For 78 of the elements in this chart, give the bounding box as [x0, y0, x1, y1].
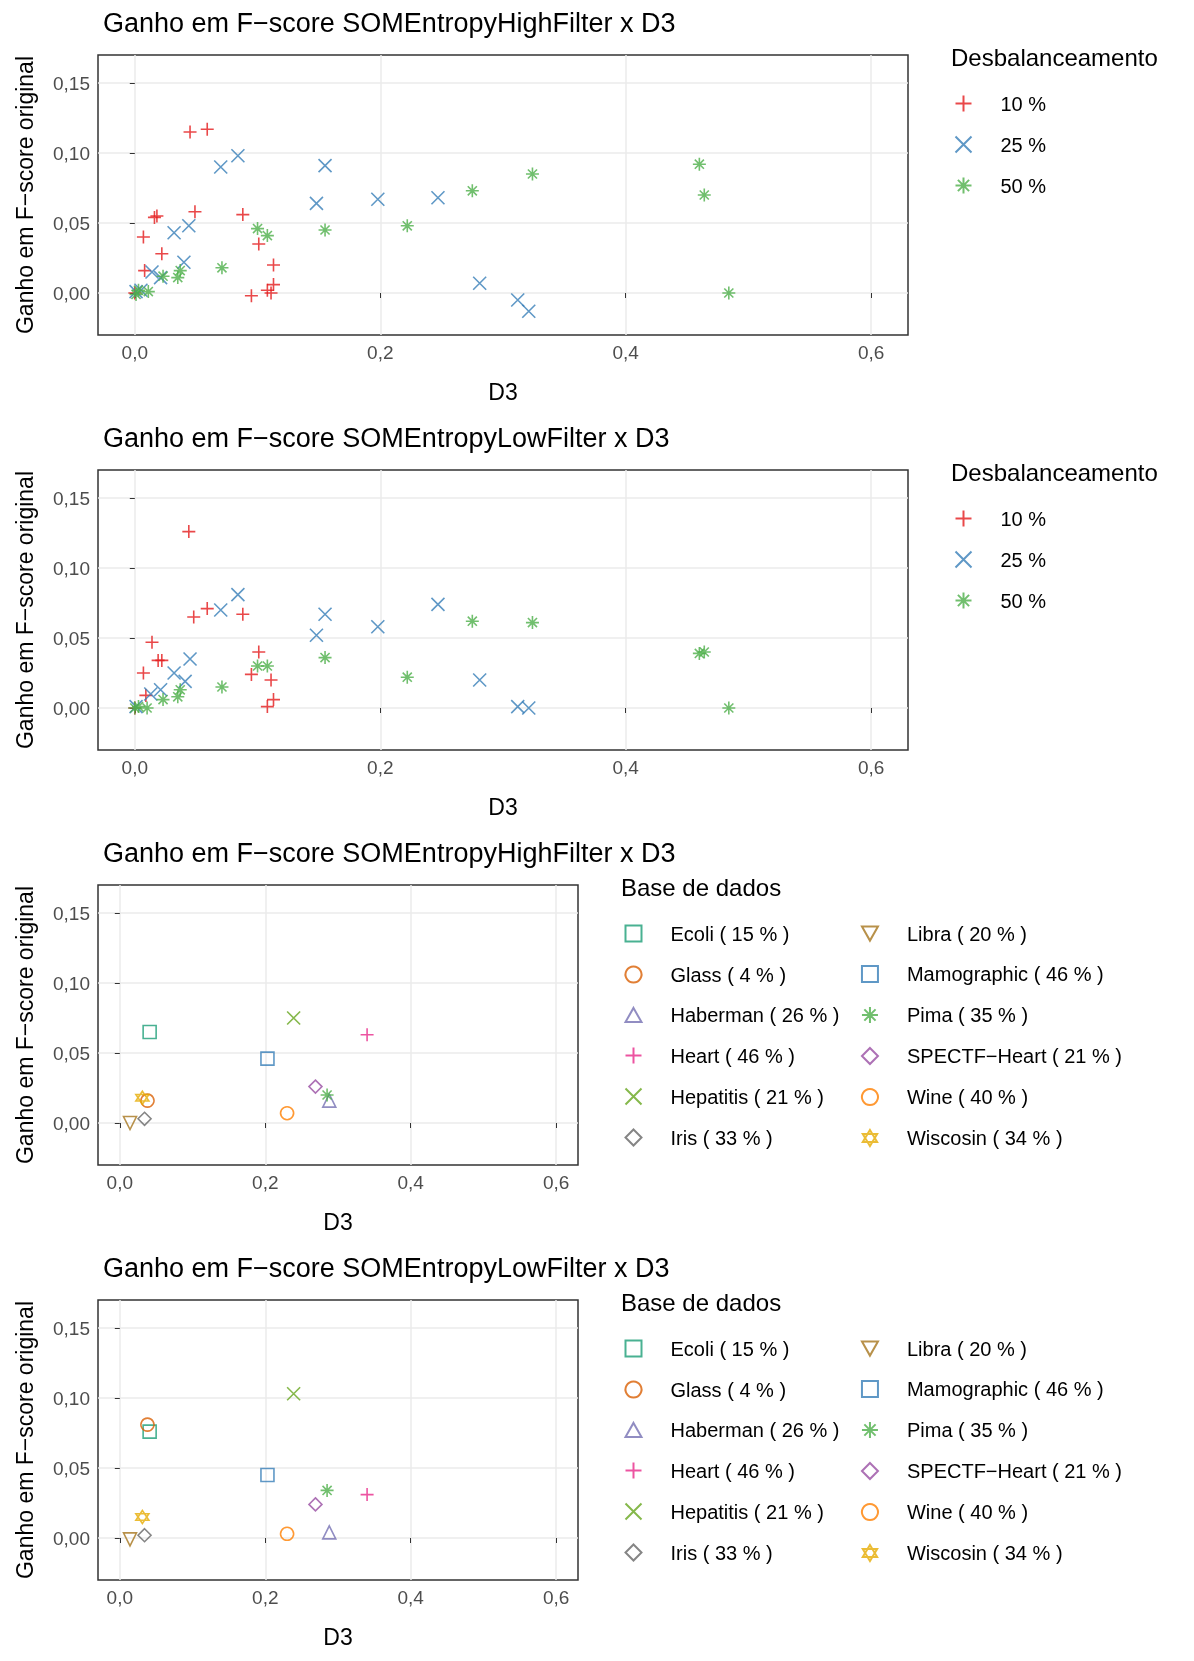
x-tick-label: 0,4	[612, 342, 640, 363]
y-tick-label: 0,05	[53, 1042, 90, 1064]
y-tick-label: 0,05	[53, 212, 90, 234]
x-tick-label: 0,4	[612, 757, 640, 778]
legend-label: Libra ( 20 % )	[906, 1337, 1028, 1360]
legend-title: Desbalanceamento	[951, 458, 1158, 486]
y-tick-label: 0,10	[53, 557, 90, 579]
legend-label: Libra ( 20 % )	[906, 922, 1028, 945]
x-tick-label: 0,6	[857, 342, 885, 363]
legend-label: Mamographic ( 46 % )	[906, 963, 1104, 985]
legend-label: 50 %	[1000, 174, 1047, 197]
x-tick-label: 0,2	[367, 757, 394, 778]
x-tick-label: 0,2	[252, 1172, 279, 1193]
legend-label: SPECTF−Heart ( 21 % )	[906, 1460, 1123, 1482]
legend-label: SPECTF−Heart ( 21 % )	[906, 1045, 1123, 1067]
legend-label: Pima ( 35 % )	[906, 1419, 1029, 1441]
chart-title: Ganho em F−score SOMEntropyLowFilter x D3	[103, 1252, 670, 1283]
y-tick-label: 0,10	[53, 142, 90, 164]
legend-label: Haberman ( 26 % )	[670, 1419, 840, 1441]
x-tick-label: 0,0	[106, 1587, 134, 1608]
legend-label: Mamographic ( 46 % )	[906, 1378, 1104, 1400]
x-axis-title: D3	[488, 378, 518, 405]
legend-label: Pima ( 35 % )	[906, 1004, 1029, 1026]
x-tick-label: 0,6	[542, 1172, 570, 1193]
y-tick-label: 0,00	[53, 1527, 90, 1549]
legend-label: Ecoli ( 15 % )	[670, 1337, 790, 1360]
legend-title: Desbalanceamento	[951, 43, 1158, 71]
y-tick-label: 0,05	[53, 627, 90, 649]
y-tick-label: 0,10	[53, 1387, 90, 1409]
legend-label: 10 %	[1000, 507, 1047, 530]
legend-label: Wiscosin ( 34 % )	[906, 1542, 1063, 1564]
legend-label: Iris ( 33 % )	[670, 1126, 773, 1149]
y-tick-label: 0,00	[53, 282, 90, 304]
x-tick-label: 0,2	[367, 342, 394, 363]
x-tick-label: 0,0	[121, 342, 149, 363]
legend-title: Base de dados	[621, 1288, 782, 1316]
legend-label: 25 %	[1000, 133, 1047, 156]
legend-label: 10 %	[1000, 92, 1047, 115]
legend-label: Heart ( 46 % )	[670, 1459, 795, 1482]
y-tick-label: 0,15	[53, 1317, 90, 1339]
y-axis-title: Ganho em F−score original	[11, 885, 38, 1165]
legend-label: Glass ( 4 % )	[670, 1378, 787, 1401]
x-axis-title: D3	[323, 1208, 353, 1235]
x-axis-title: D3	[488, 793, 518, 820]
chart-title: Ganho em F−score SOMEntropyHighFilter x D3	[103, 837, 676, 868]
legend-label: Wine ( 40 % )	[906, 1501, 1029, 1523]
chart-title: Ganho em F−score SOMEntropyHighFilter x D3	[103, 7, 676, 38]
y-tick-label: 0,15	[53, 902, 90, 924]
legend-label: Wine ( 40 % )	[906, 1086, 1029, 1108]
y-tick-label: 0,00	[53, 697, 90, 719]
y-tick-label: 0,15	[53, 487, 90, 509]
legend-label: 50 %	[1000, 589, 1047, 612]
x-tick-label: 0,4	[397, 1172, 425, 1193]
chart-title: Ganho em F−score SOMEntropyLowFilter x D3	[103, 422, 670, 453]
legend-label: Iris ( 33 % )	[670, 1541, 773, 1564]
y-tick-label: 0,15	[53, 72, 90, 94]
x-tick-label: 0,2	[252, 1587, 279, 1608]
y-tick-label: 0,00	[53, 1112, 90, 1134]
legend-label: Heart ( 46 % )	[670, 1044, 795, 1067]
legend-label: Hepatitis ( 21 % )	[670, 1085, 824, 1108]
x-tick-label: 0,4	[397, 1587, 425, 1608]
y-axis-title: Ganho em F−score original	[11, 1300, 38, 1580]
y-axis-title: Ganho em F−score original	[11, 470, 38, 750]
x-tick-label: 0,6	[542, 1587, 570, 1608]
y-tick-label: 0,05	[53, 1457, 90, 1479]
y-tick-label: 0,10	[53, 972, 90, 994]
legend-label: Haberman ( 26 % )	[670, 1004, 840, 1026]
x-tick-label: 0,0	[121, 757, 149, 778]
legend-label: 25 %	[1000, 548, 1047, 571]
legend-title: Base de dados	[621, 873, 782, 901]
legend-label: Wiscosin ( 34 % )	[906, 1127, 1063, 1149]
legend-label: Hepatitis ( 21 % )	[670, 1500, 824, 1523]
x-tick-label: 0,6	[857, 757, 885, 778]
y-axis-title: Ganho em F−score original	[11, 55, 38, 335]
legend-label: Glass ( 4 % )	[670, 963, 787, 986]
legend-label: Ecoli ( 15 % )	[670, 922, 790, 945]
x-tick-label: 0,0	[106, 1172, 134, 1193]
x-axis-title: D3	[323, 1623, 353, 1650]
